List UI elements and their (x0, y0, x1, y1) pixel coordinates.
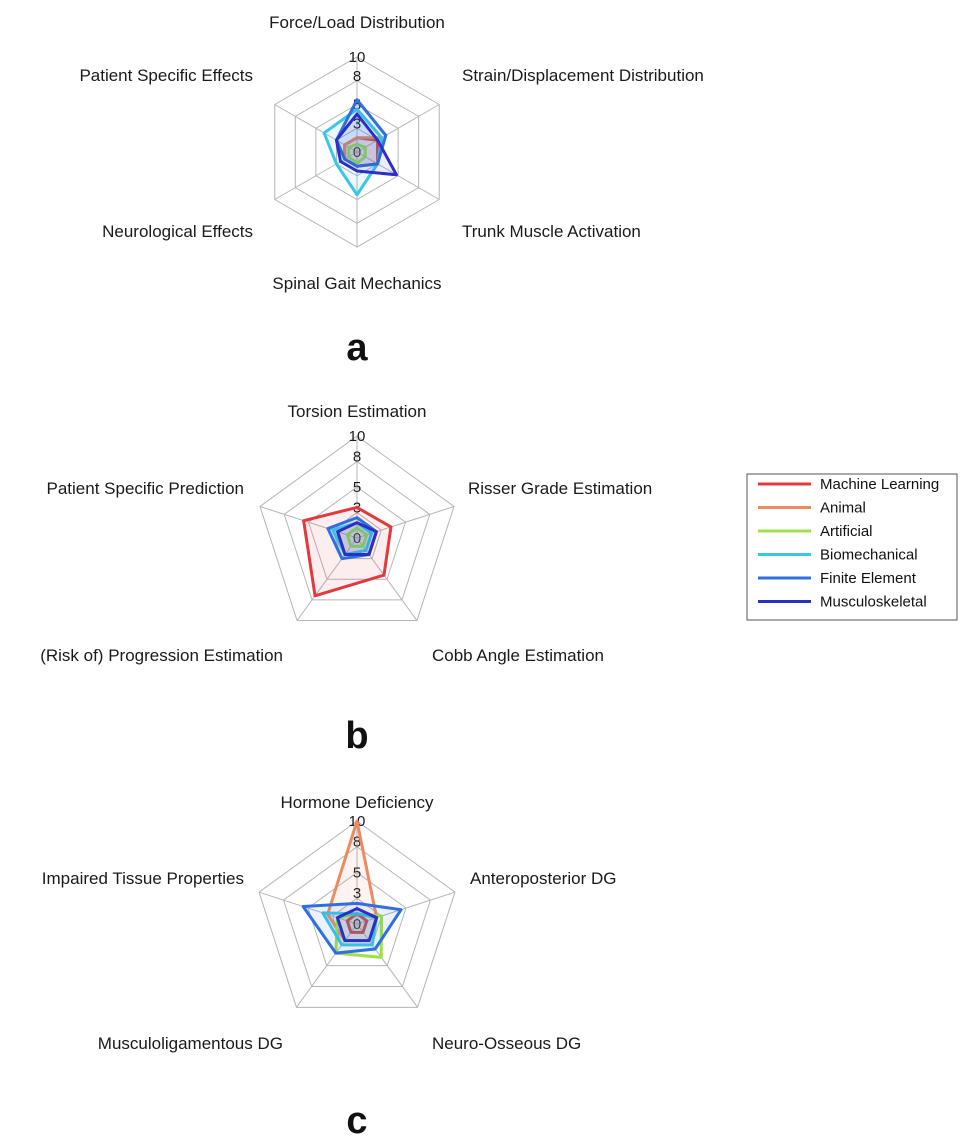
legend-label-biomechanical: Biomechanical (820, 547, 918, 564)
axis-label: Trunk Muscle Activation (462, 222, 641, 241)
axis-label: Torsion Estimation (288, 402, 427, 421)
axis-label: Strain/Displacement Distribution (462, 66, 704, 85)
axis-label: Force/Load Distribution (269, 13, 445, 32)
panel-label-b: b (345, 715, 368, 757)
axis-label: (Risk of) Progression Estimation (40, 646, 283, 665)
grid-spoke (274, 151, 358, 200)
tick-label: 8 (353, 834, 361, 851)
tick-label: 5 (353, 865, 361, 882)
series-musculoskeletal (334, 112, 398, 177)
axis-label: Cobb Angle Estimation (432, 646, 604, 665)
axis-label: Neurological Effects (102, 222, 253, 241)
tick-label: 0 (353, 144, 361, 161)
axis-label: Hormone Deficiency (280, 793, 434, 812)
tick-label: 10 (349, 49, 366, 66)
legend-label-finite-element: Finite Element (820, 570, 917, 587)
axis-label: Patient Specific Prediction (47, 479, 245, 498)
legend-label-animal: Animal (820, 500, 866, 517)
axis-label: Impaired Tissue Properties (42, 869, 244, 888)
panel-label-c: c (346, 1100, 367, 1137)
axis-label: Spinal Gait Mechanics (272, 274, 441, 293)
series-machine-learning (345, 912, 369, 934)
grid-ring (307, 871, 407, 967)
radar-chart-a: 10 8 5 3 0 Force/Load Distribution Strain/Disp… (79, 13, 703, 369)
tick-label: 5 (353, 479, 361, 496)
grid-spoke (356, 537, 418, 621)
tick-label: 8 (353, 68, 361, 85)
series-artificial (345, 526, 369, 548)
radar-charts: 10 8 5 3 0 Force/Load Distribution Strain/Disp… (40, 13, 704, 1137)
series-artificial (347, 142, 367, 165)
grid-spoke (356, 891, 456, 925)
grid-spoke (356, 923, 418, 1008)
grid-spoke (356, 151, 440, 200)
grid-spoke (259, 506, 358, 539)
axis-label: Musculoligamentous DG (98, 1034, 283, 1053)
legend-box (746, 473, 958, 621)
series-finite-element (301, 901, 403, 955)
grid-spoke (274, 104, 358, 153)
legend-label-artificial: Artificial (820, 523, 873, 540)
grid-spoke (258, 891, 358, 925)
grid-ring (259, 435, 455, 622)
grid-spoke (356, 104, 440, 153)
legend-label-machine-learning: Machine Learning (820, 476, 939, 493)
tick-label: 5 (353, 97, 361, 114)
series-musculoskeletal (336, 521, 378, 557)
tick-label: 8 (353, 448, 361, 465)
tick-label: 10 (349, 428, 366, 445)
axis-label: Risser Grade Estimation (468, 479, 652, 498)
grid-spoke (296, 537, 358, 621)
tick-label: 0 (353, 530, 361, 547)
axis-label: Patient Specific Effects (79, 66, 253, 85)
grid-spoke (296, 923, 358, 1008)
grid-ring (258, 820, 456, 1008)
grid-spoke (356, 506, 455, 539)
tick-label: 0 (353, 916, 361, 933)
axis-label: Neuro-Osseous DG (432, 1034, 581, 1053)
tick-label: 3 (353, 885, 361, 902)
grid-ring (332, 511, 382, 560)
tick-label: 3 (353, 116, 361, 133)
legend: Machine Learning Animal Artificial Biomecha… (746, 473, 958, 621)
panel-label-a: a (346, 327, 368, 369)
legend-label-musculoskeletal: Musculoskeletal (820, 594, 927, 611)
legend-items: Machine Learning Animal Artificial Biomecha… (758, 476, 939, 611)
series-musculoskeletal (335, 907, 379, 943)
axis-label: Anteroposterior DG (470, 869, 616, 888)
grid-ring (282, 846, 432, 987)
grid-ring (283, 460, 431, 601)
